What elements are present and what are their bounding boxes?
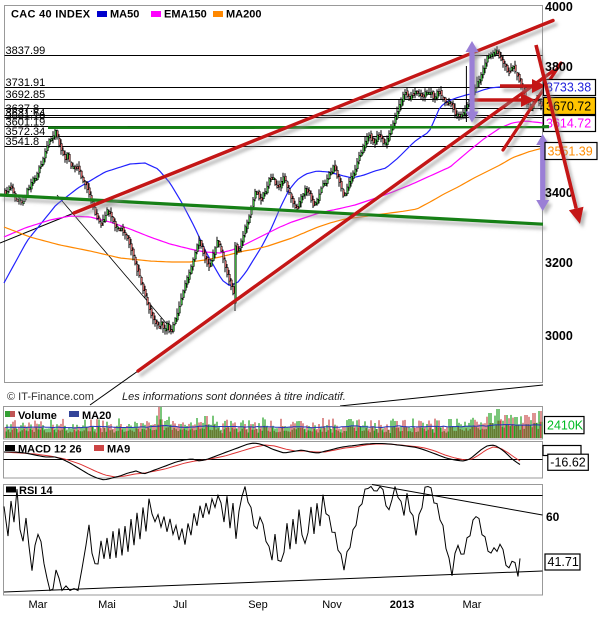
- svg-text:Mar: Mar: [463, 599, 482, 611]
- svg-text:3200: 3200: [545, 256, 573, 270]
- svg-text:-16.62: -16.62: [550, 455, 585, 469]
- svg-text:MA9: MA9: [107, 444, 130, 456]
- svg-text:3541.8: 3541.8: [6, 136, 40, 148]
- svg-text:Mai: Mai: [98, 599, 116, 611]
- svg-text:2013: 2013: [390, 599, 414, 611]
- svg-text:Nov: Nov: [322, 599, 342, 611]
- svg-text:60: 60: [546, 510, 560, 524]
- svg-text:CAC 40 INDEX: CAC 40 INDEX: [11, 9, 91, 21]
- svg-text:MA200: MA200: [226, 9, 261, 21]
- svg-text:Jul: Jul: [173, 599, 187, 611]
- svg-text:4000: 4000: [545, 0, 573, 14]
- svg-text:3837.99: 3837.99: [6, 45, 46, 57]
- svg-text:41.71: 41.71: [548, 555, 579, 569]
- svg-text:3400: 3400: [545, 186, 573, 200]
- svg-text:Mar: Mar: [29, 599, 48, 611]
- svg-text:Les informations sont données: Les informations sont données à titre in…: [122, 391, 346, 403]
- svg-text:© IT-Finance.com: © IT-Finance.com: [7, 391, 94, 403]
- svg-text:3800: 3800: [545, 60, 573, 74]
- svg-text:3692.85: 3692.85: [6, 89, 46, 101]
- svg-text:3000: 3000: [545, 329, 573, 343]
- svg-text:3551.39: 3551.39: [548, 145, 593, 159]
- svg-text:3733.38: 3733.38: [546, 81, 591, 95]
- svg-text:3731.91: 3731.91: [6, 77, 46, 89]
- svg-text:MA50: MA50: [110, 9, 139, 21]
- svg-text:EMA150: EMA150: [164, 9, 207, 21]
- svg-text:Sep: Sep: [248, 599, 268, 611]
- svg-text:2410K: 2410K: [547, 419, 584, 433]
